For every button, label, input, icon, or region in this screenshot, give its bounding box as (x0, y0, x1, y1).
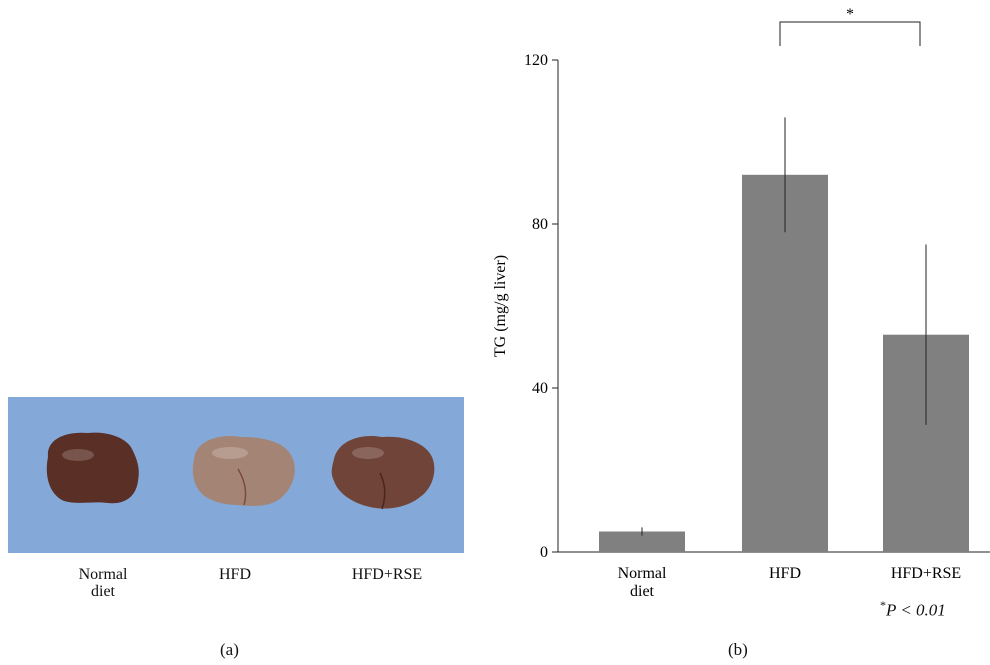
liver-label-normal-diet: Normal diet (78, 566, 128, 600)
chart-y-ticks: 0 40 80 120 (524, 52, 558, 561)
panel-b-label: (b) (728, 640, 748, 659)
y-tick-label: 120 (524, 52, 548, 69)
chart-error-bars (641, 117, 927, 536)
y-axis-label: TG (mg/g liver) (492, 255, 509, 357)
p-value-note: *P < 0.01 (880, 598, 946, 621)
liver-photo (8, 397, 464, 553)
y-tick-label: 80 (532, 216, 548, 233)
x-tick-label: HFD+RSE (891, 565, 961, 582)
bar-1 (742, 174, 828, 553)
chart-bars (599, 174, 969, 553)
p-value-star: * (880, 598, 886, 612)
y-tick-label: 40 (532, 380, 548, 397)
bar-0 (599, 531, 685, 552)
bracket-line (779, 21, 921, 46)
x-tick-label: HFD (769, 565, 801, 582)
significance-star: * (846, 6, 854, 23)
panel-a-label: (a) (220, 640, 239, 659)
liver-hfd-rse (331, 435, 435, 509)
x-tick-label: Normal (618, 565, 667, 582)
x-tick-label: diet (630, 583, 655, 600)
liver-label-hfd: HFD (218, 566, 251, 583)
liver-normal-diet (46, 432, 139, 504)
liver-hfd (192, 435, 295, 506)
y-tick-label: 0 (540, 544, 548, 561)
p-value-text: P < 0.01 (886, 600, 946, 620)
significance-bracket: * (779, 6, 921, 46)
liver-label-hfd-rse: HFD+RSE (351, 566, 423, 583)
